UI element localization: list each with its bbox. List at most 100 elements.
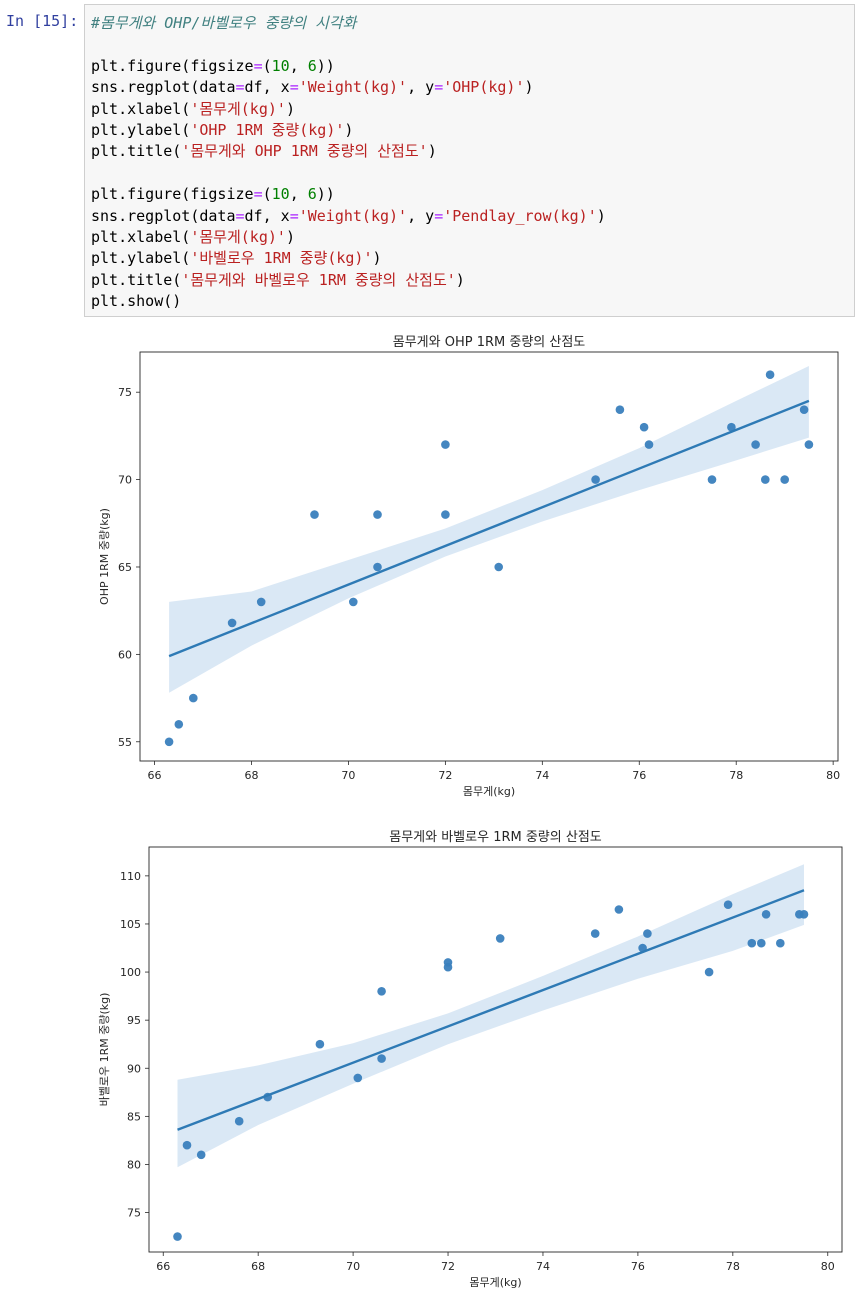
code-cell[interactable]: #몸무게와 OHP/바벨로우 중량의 시각화 plt.figure(figsiz… [84, 4, 855, 317]
ohp-data-point [189, 693, 198, 703]
ohp-x-tick-label: 66 [148, 769, 162, 782]
row-y-tick-label: 85 [127, 1110, 141, 1123]
code-token: sns.regplot(data [91, 206, 236, 225]
code-token: '몸무게와 바벨로우 1RM 중량의 산점도' [181, 270, 456, 289]
ohp-data-point [373, 562, 382, 572]
row-data-point [614, 905, 624, 914]
row-data-point [196, 1150, 206, 1160]
code-token: 'Weight(kg)' [298, 206, 408, 225]
ohp-data-point [441, 510, 450, 519]
code-token: #몸무게와 OHP/바벨로우 중량의 시각화 [91, 14, 357, 32]
code-editor[interactable]: #몸무게와 OHP/바벨로우 중량의 시각화 plt.figure(figsiz… [91, 13, 606, 313]
ohp-y-tick-label: 70 [118, 474, 132, 487]
row-chart-title: 몸무게와 바벨로우 1RM 중량의 산점도 [389, 830, 602, 845]
ohp-data-point [707, 475, 717, 484]
code-token: ) [344, 121, 354, 140]
code-line: plt.xlabel('몸무게(kg)') [91, 227, 606, 248]
code-line: plt.figure(figsize=(10, 6)) [91, 56, 606, 77]
ohp-x-axis-label: 몸무게(kg) [463, 785, 515, 798]
row-data-point [353, 1073, 363, 1083]
ohp-data-point [639, 422, 649, 432]
ohp-scatter-chart: 66 68 70 72 74 76 78 80 55 60 65 70 75 몸무게와 OHP 1RM 중… [98, 335, 840, 798]
row-y-tick-label: 100 [120, 966, 141, 979]
code-line: #몸무게와 OHP/바벨로우 중량의 시각화 [91, 13, 606, 34]
ohp-x-tick-label: 68 [244, 769, 258, 782]
code-token: = [235, 206, 245, 225]
code-line: sns.regplot(data=df, x='Weight(kg)', y='… [91, 77, 606, 98]
row-scatter-chart: 66 68 70 72 74 76 78 80 75 80 85 90 95 100 105 110 몸무게와 … [98, 830, 843, 1289]
code-line: plt.xlabel('몸무게(kg)') [91, 99, 606, 120]
code-token: 6 [307, 185, 317, 204]
ohp-data-point [799, 405, 809, 414]
row-data-point [590, 929, 600, 938]
code-line: plt.ylabel('바벨로우 1RM 중량(kg)') [91, 248, 606, 269]
code-token: = [434, 206, 444, 225]
row-data-point [377, 987, 386, 996]
code-line: plt.title('몸무게와 바벨로우 1RM 중량의 산점도') [91, 270, 606, 291]
row-x-tick-label: 80 [821, 1260, 835, 1273]
row-x-tick-label: 76 [631, 1260, 645, 1273]
ohp-data-point [349, 597, 358, 607]
code-line: plt.title('몸무게와 OHP 1RM 중량의 산점도') [91, 141, 606, 162]
code-token: plt.show() [91, 292, 182, 311]
ohp-data-point [591, 475, 600, 484]
cell-prompt: In [15]: [6, 12, 79, 30]
row-data-point [182, 1140, 192, 1150]
ohp-x-tick-label: 76 [632, 769, 646, 782]
code-token: df, x [244, 206, 290, 225]
row-confidence-band [177, 864, 804, 1168]
row-data-point [757, 938, 766, 948]
ohp-x-tick-label: 70 [341, 769, 355, 782]
ohp-data-point [780, 475, 789, 484]
ohp-data-point [765, 370, 775, 379]
ohp-chart-title: 몸무게와 OHP 1RM 중량의 산점도 [393, 335, 586, 350]
code-token: plt.title( [91, 270, 182, 289]
code-token: , [289, 56, 308, 75]
ohp-x-tick-label: 80 [826, 769, 840, 782]
code-token: = [289, 78, 299, 97]
code-token: = [235, 78, 245, 97]
code-token: plt.figure(figsize [91, 185, 254, 204]
row-data-point [234, 1116, 244, 1126]
ohp-plot-frame [139, 351, 839, 762]
ohp-data-point [494, 562, 504, 572]
code-token: plt.figure(figsize [91, 56, 254, 75]
ohp-data-point [804, 440, 814, 449]
code-token: 'Weight(kg)' [298, 78, 408, 97]
code-token: ) [285, 99, 295, 118]
row-y-tick-label: 110 [120, 870, 141, 883]
ohp-y-tick-label: 55 [118, 736, 132, 749]
row-x-tick-label: 70 [346, 1260, 360, 1273]
code-token: = [253, 185, 263, 204]
code-token: ( [262, 56, 272, 75]
code-token: plt.title( [91, 142, 182, 161]
row-y-axis-label: 바벨로우 1RM 중량(kg) [98, 993, 111, 1107]
row-data-point [776, 938, 785, 948]
row-data-point [704, 967, 714, 977]
row-x-tick-label: 74 [536, 1260, 550, 1273]
row-x-tick-label: 66 [156, 1260, 170, 1273]
code-token: ) [372, 249, 382, 268]
ohp-y-axis-label: OHP 1RM 중량(kg) [98, 508, 111, 605]
ohp-data-point [256, 597, 266, 607]
code-token: , y [407, 78, 435, 97]
code-token: plt.xlabel( [91, 228, 191, 247]
ohp-y-tick-label: 60 [118, 648, 132, 661]
code-token: )) [316, 185, 335, 204]
code-token: ) [285, 228, 295, 247]
code-token: 10 [271, 185, 290, 204]
code-token: 'Pendlay_row(kg)' [443, 206, 597, 225]
code-token: , [289, 185, 308, 204]
row-data-point [377, 1054, 386, 1063]
code-token: 'OHP 1RM 중량(kg)' [190, 121, 345, 140]
ohp-data-point [441, 440, 450, 449]
code-token: 'OHP(kg)' [443, 78, 525, 97]
code-token: sns.regplot(data [91, 78, 236, 97]
row-data-point [173, 1232, 182, 1241]
row-data-point [315, 1039, 325, 1049]
row-x-tick-label: 68 [251, 1260, 265, 1273]
row-y-tick-label: 75 [127, 1207, 141, 1220]
row-data-point [723, 900, 733, 909]
code-line: plt.figure(figsize=(10, 6)) [91, 184, 606, 205]
row-y-tick-label: 80 [127, 1158, 141, 1171]
